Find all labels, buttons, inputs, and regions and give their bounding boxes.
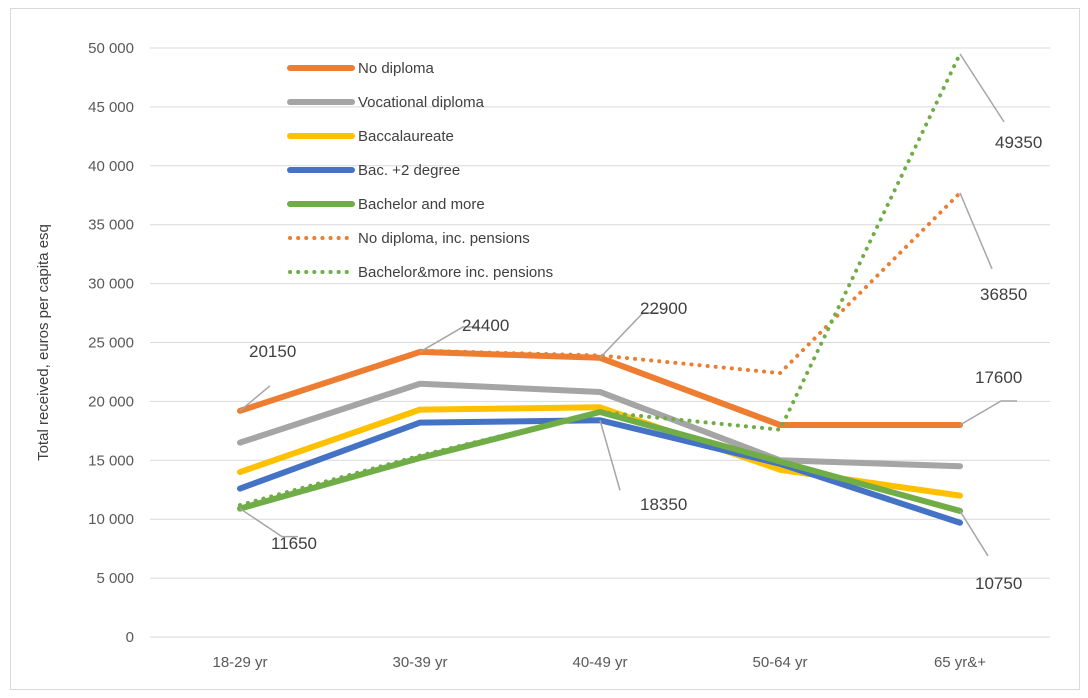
annotation-leader-line — [959, 53, 1005, 123]
chart-frame — [10, 8, 1080, 690]
legend: No diploma Vocational diploma Baccalaureat… — [287, 60, 553, 281]
data-label: 49350 — [995, 133, 1042, 152]
annotation-leader-line — [959, 192, 993, 270]
legend-label: Vocational diploma — [358, 94, 485, 111]
y-axis-ticks: 0 5 000 10 000 15 000 20 000 25 000 30 000 35 0… — [88, 40, 134, 646]
y-tick-label: 40 000 — [88, 158, 134, 175]
data-label: 10750 — [975, 574, 1022, 593]
legend-label: Bachelor&more inc. pensions — [358, 264, 553, 281]
x-tick-label: 40-49 yr — [572, 654, 627, 671]
series-lines — [237, 51, 963, 526]
annotation-leader-line — [239, 507, 298, 538]
y-axis-title: Total received, euros per capita esq — [35, 224, 52, 461]
data-label: 24400 — [462, 316, 509, 335]
y-tick-label: 30 000 — [88, 276, 134, 293]
x-tick-label: 50-64 yr — [752, 654, 807, 671]
x-tick-label: 18-29 yr — [212, 654, 267, 671]
series-line — [237, 380, 963, 470]
annotation-leader-line — [599, 420, 621, 491]
legend-label: Bachelor and more — [358, 196, 485, 213]
data-label: 11650 — [271, 534, 317, 553]
x-tick-label: 30-39 yr — [392, 654, 447, 671]
gridlines — [150, 47, 1050, 638]
y-tick-label: 45 000 — [88, 99, 134, 116]
legend-label: Baccalaureate — [358, 128, 454, 145]
annotation-leader-line — [419, 326, 479, 353]
data-annotations: 20150 11650 24400 22900 18350 17600 10750 36850… — [239, 53, 1042, 593]
legend-label: No diploma, inc. pensions — [358, 230, 530, 247]
annotation-leader-line — [959, 510, 989, 557]
legend-label: Bac. +2 degree — [358, 162, 460, 179]
data-label: 36850 — [980, 285, 1027, 304]
y-tick-label: 10 000 — [88, 511, 134, 528]
data-label: 18350 — [640, 495, 687, 514]
y-tick-label: 0 — [126, 629, 134, 646]
y-tick-label: 5 000 — [96, 570, 134, 587]
annotation-leader-line — [959, 400, 1017, 426]
y-tick-label: 35 000 — [88, 217, 134, 234]
y-tick-label: 15 000 — [88, 452, 134, 469]
data-label: 20150 — [249, 342, 296, 361]
y-tick-label: 25 000 — [88, 335, 134, 352]
series-line — [238, 51, 962, 508]
legend-label: No diploma — [358, 60, 435, 77]
annotation-leader-line — [599, 312, 659, 359]
data-label: 22900 — [640, 299, 687, 318]
x-axis-ticks: 18-29 yr 30-39 yr 40-49 yr 50-64 yr 65 yr&+ — [212, 654, 986, 671]
y-tick-label: 20 000 — [88, 393, 134, 410]
data-label: 17600 — [975, 368, 1022, 387]
y-tick-label: 50 000 — [88, 40, 134, 57]
x-tick-label: 65 yr&+ — [934, 654, 986, 671]
annotation-leader-line — [239, 385, 271, 412]
